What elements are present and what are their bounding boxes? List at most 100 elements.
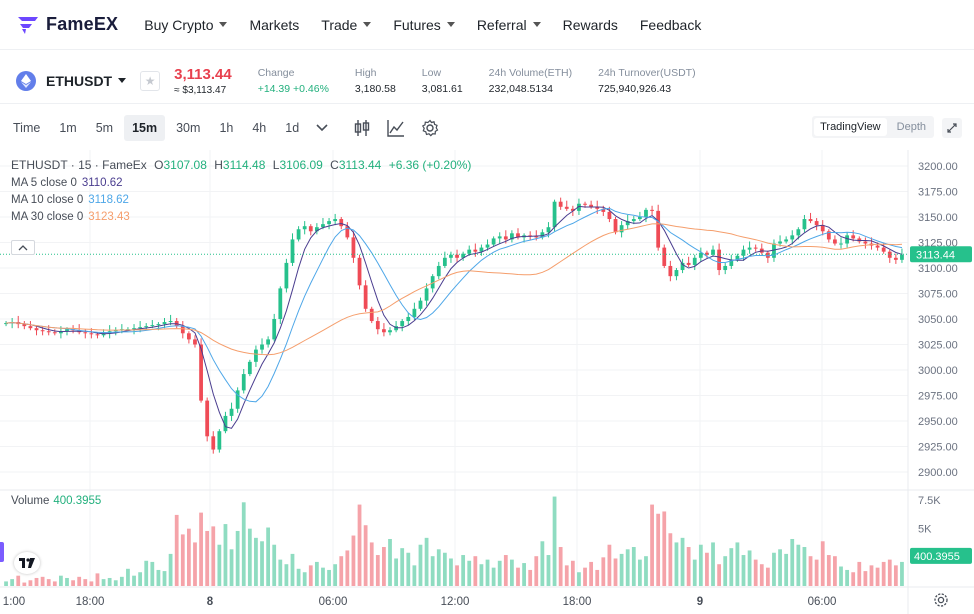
nav-item-label: Feedback xyxy=(639,16,702,33)
timeframe-4h[interactable]: 4h xyxy=(252,121,267,135)
candle-body xyxy=(229,408,234,416)
timeframe-30m[interactable]: 30m xyxy=(176,121,201,135)
timeframe-time[interactable]: Time xyxy=(13,121,41,135)
nav-item-buy-crypto[interactable]: Buy Crypto xyxy=(144,17,228,33)
candle-body xyxy=(887,251,892,258)
ma-legend: MA 5 close 0 3110.62 MA 10 close 0 3118.62 M… xyxy=(11,177,471,223)
volume-bar xyxy=(522,563,526,586)
ma-legend-row: MA 5 close 0 3110.62 xyxy=(11,177,471,189)
volume-bar xyxy=(150,561,155,586)
timeframe-15m[interactable]: 15m xyxy=(124,115,166,141)
volume-bar xyxy=(34,577,39,586)
candle-body xyxy=(814,221,819,226)
brand-logo[interactable]: FameEX xyxy=(16,14,118,35)
side-drawer-handle[interactable] xyxy=(0,542,4,562)
chevron-down-icon[interactable] xyxy=(118,78,127,83)
volume-bar xyxy=(22,582,27,586)
candle-body xyxy=(650,209,654,211)
volume-bar xyxy=(772,552,776,586)
volume-bar xyxy=(875,567,880,586)
volume-bar xyxy=(790,538,795,586)
price-chart[interactable]: 3200.003175.003150.003125.003100.003075.… xyxy=(0,150,974,614)
pair-selector[interactable]: ETHUSDT xyxy=(46,72,113,89)
volume-bar xyxy=(589,561,594,586)
chevron-down-icon xyxy=(446,22,455,27)
last-price-usd: ≈ $3,113.47 xyxy=(174,84,227,96)
ticker-stats: Change +14.39 +0.46% High 3,180.58 Low 3,081.… xyxy=(232,67,696,95)
nav-item-label: Rewards xyxy=(562,16,618,33)
volume-bar xyxy=(229,549,234,586)
volume-bar xyxy=(503,555,508,586)
candle-body xyxy=(595,206,600,209)
timeframe-5m[interactable]: 5m xyxy=(95,121,114,135)
tradingview-logo-icon[interactable] xyxy=(14,552,40,574)
legend-collapse-chevron-icon[interactable] xyxy=(11,240,35,255)
view-tab-tradingview[interactable]: TradingView xyxy=(814,118,887,136)
nav-item-trade[interactable]: Trade xyxy=(321,17,372,33)
nav-item-label: Referral xyxy=(476,16,527,33)
candle-body xyxy=(778,241,782,244)
ma-value: 3123.43 xyxy=(88,211,130,223)
nav-item-referral[interactable]: Referral xyxy=(477,17,541,33)
volume-bar xyxy=(266,527,271,586)
volume-bar xyxy=(656,513,661,586)
timeframe-1d[interactable]: 1d xyxy=(285,121,300,135)
price-tick-label: 3000.00 xyxy=(918,365,958,377)
nav-item-rewards[interactable]: Rewards xyxy=(563,17,618,33)
nav-item-futures[interactable]: Futures xyxy=(393,16,455,33)
nav-item-markets[interactable]: Markets xyxy=(249,17,299,33)
volume-bar xyxy=(808,556,813,586)
top-navbar: FameEX Buy Crypto Markets Trade Futures Refe… xyxy=(0,0,974,50)
volume-bar xyxy=(406,552,411,586)
candle-body xyxy=(564,206,569,209)
candle-body xyxy=(637,217,642,220)
ma-label: MA 5 close 0 xyxy=(11,177,77,189)
candle-body xyxy=(223,415,228,432)
candle-body xyxy=(333,219,338,222)
stat-value: 3,180.58 xyxy=(354,82,396,95)
volume-bar xyxy=(473,556,478,586)
view-tab-depth[interactable]: Depth xyxy=(896,121,926,133)
candle-body xyxy=(723,265,728,271)
volume-bar xyxy=(284,564,289,586)
candle-body xyxy=(790,235,795,240)
volume-bar xyxy=(363,525,368,586)
candle-body xyxy=(826,231,831,240)
candle-body xyxy=(820,225,825,232)
fullscreen-expand-icon[interactable] xyxy=(942,118,962,138)
candle-body xyxy=(875,245,880,248)
volume-bar xyxy=(400,548,405,586)
candle-body xyxy=(656,210,661,248)
nav-item-label: Futures xyxy=(393,16,441,33)
timeframe-1h[interactable]: 1h xyxy=(219,121,234,135)
nav-item-feedback[interactable]: Feedback xyxy=(640,17,701,33)
stat-high: High 3,180.58 xyxy=(355,67,396,95)
candle-body xyxy=(302,226,307,230)
volume-bar xyxy=(10,579,15,586)
candlestick-type-icon[interactable] xyxy=(351,117,373,139)
volume-bar xyxy=(296,568,301,586)
volume-bar xyxy=(631,547,636,586)
timeframe-1m[interactable]: 1m xyxy=(59,121,77,135)
volume-bar xyxy=(278,559,283,586)
candle-body xyxy=(625,221,630,226)
volume-bar xyxy=(747,550,752,586)
chart-settings-gear-icon[interactable] xyxy=(419,117,441,139)
volume-bar xyxy=(510,559,514,586)
volume-bar xyxy=(887,559,892,586)
axis-settings-gear-icon[interactable] xyxy=(933,592,949,608)
volume-bar xyxy=(107,577,112,586)
volume-bar xyxy=(241,502,246,586)
time-tick-label: 06:00 xyxy=(808,596,837,608)
timeframe-more-chevron-icon[interactable] xyxy=(311,117,333,139)
candle-body xyxy=(686,262,691,265)
favorite-star-icon[interactable]: ★ xyxy=(140,70,161,91)
price-tick-label: 3025.00 xyxy=(918,340,958,352)
candle-body xyxy=(400,321,405,327)
volume-bar xyxy=(339,556,344,586)
indicators-icon[interactable] xyxy=(385,117,407,139)
legend-ohlc-row: ETHUSDT · 15 · FameEx O3107.08 H3114.48 … xyxy=(11,158,472,172)
volume-bar xyxy=(424,537,429,586)
volume-bar xyxy=(345,550,350,586)
volume-bar xyxy=(619,553,624,586)
